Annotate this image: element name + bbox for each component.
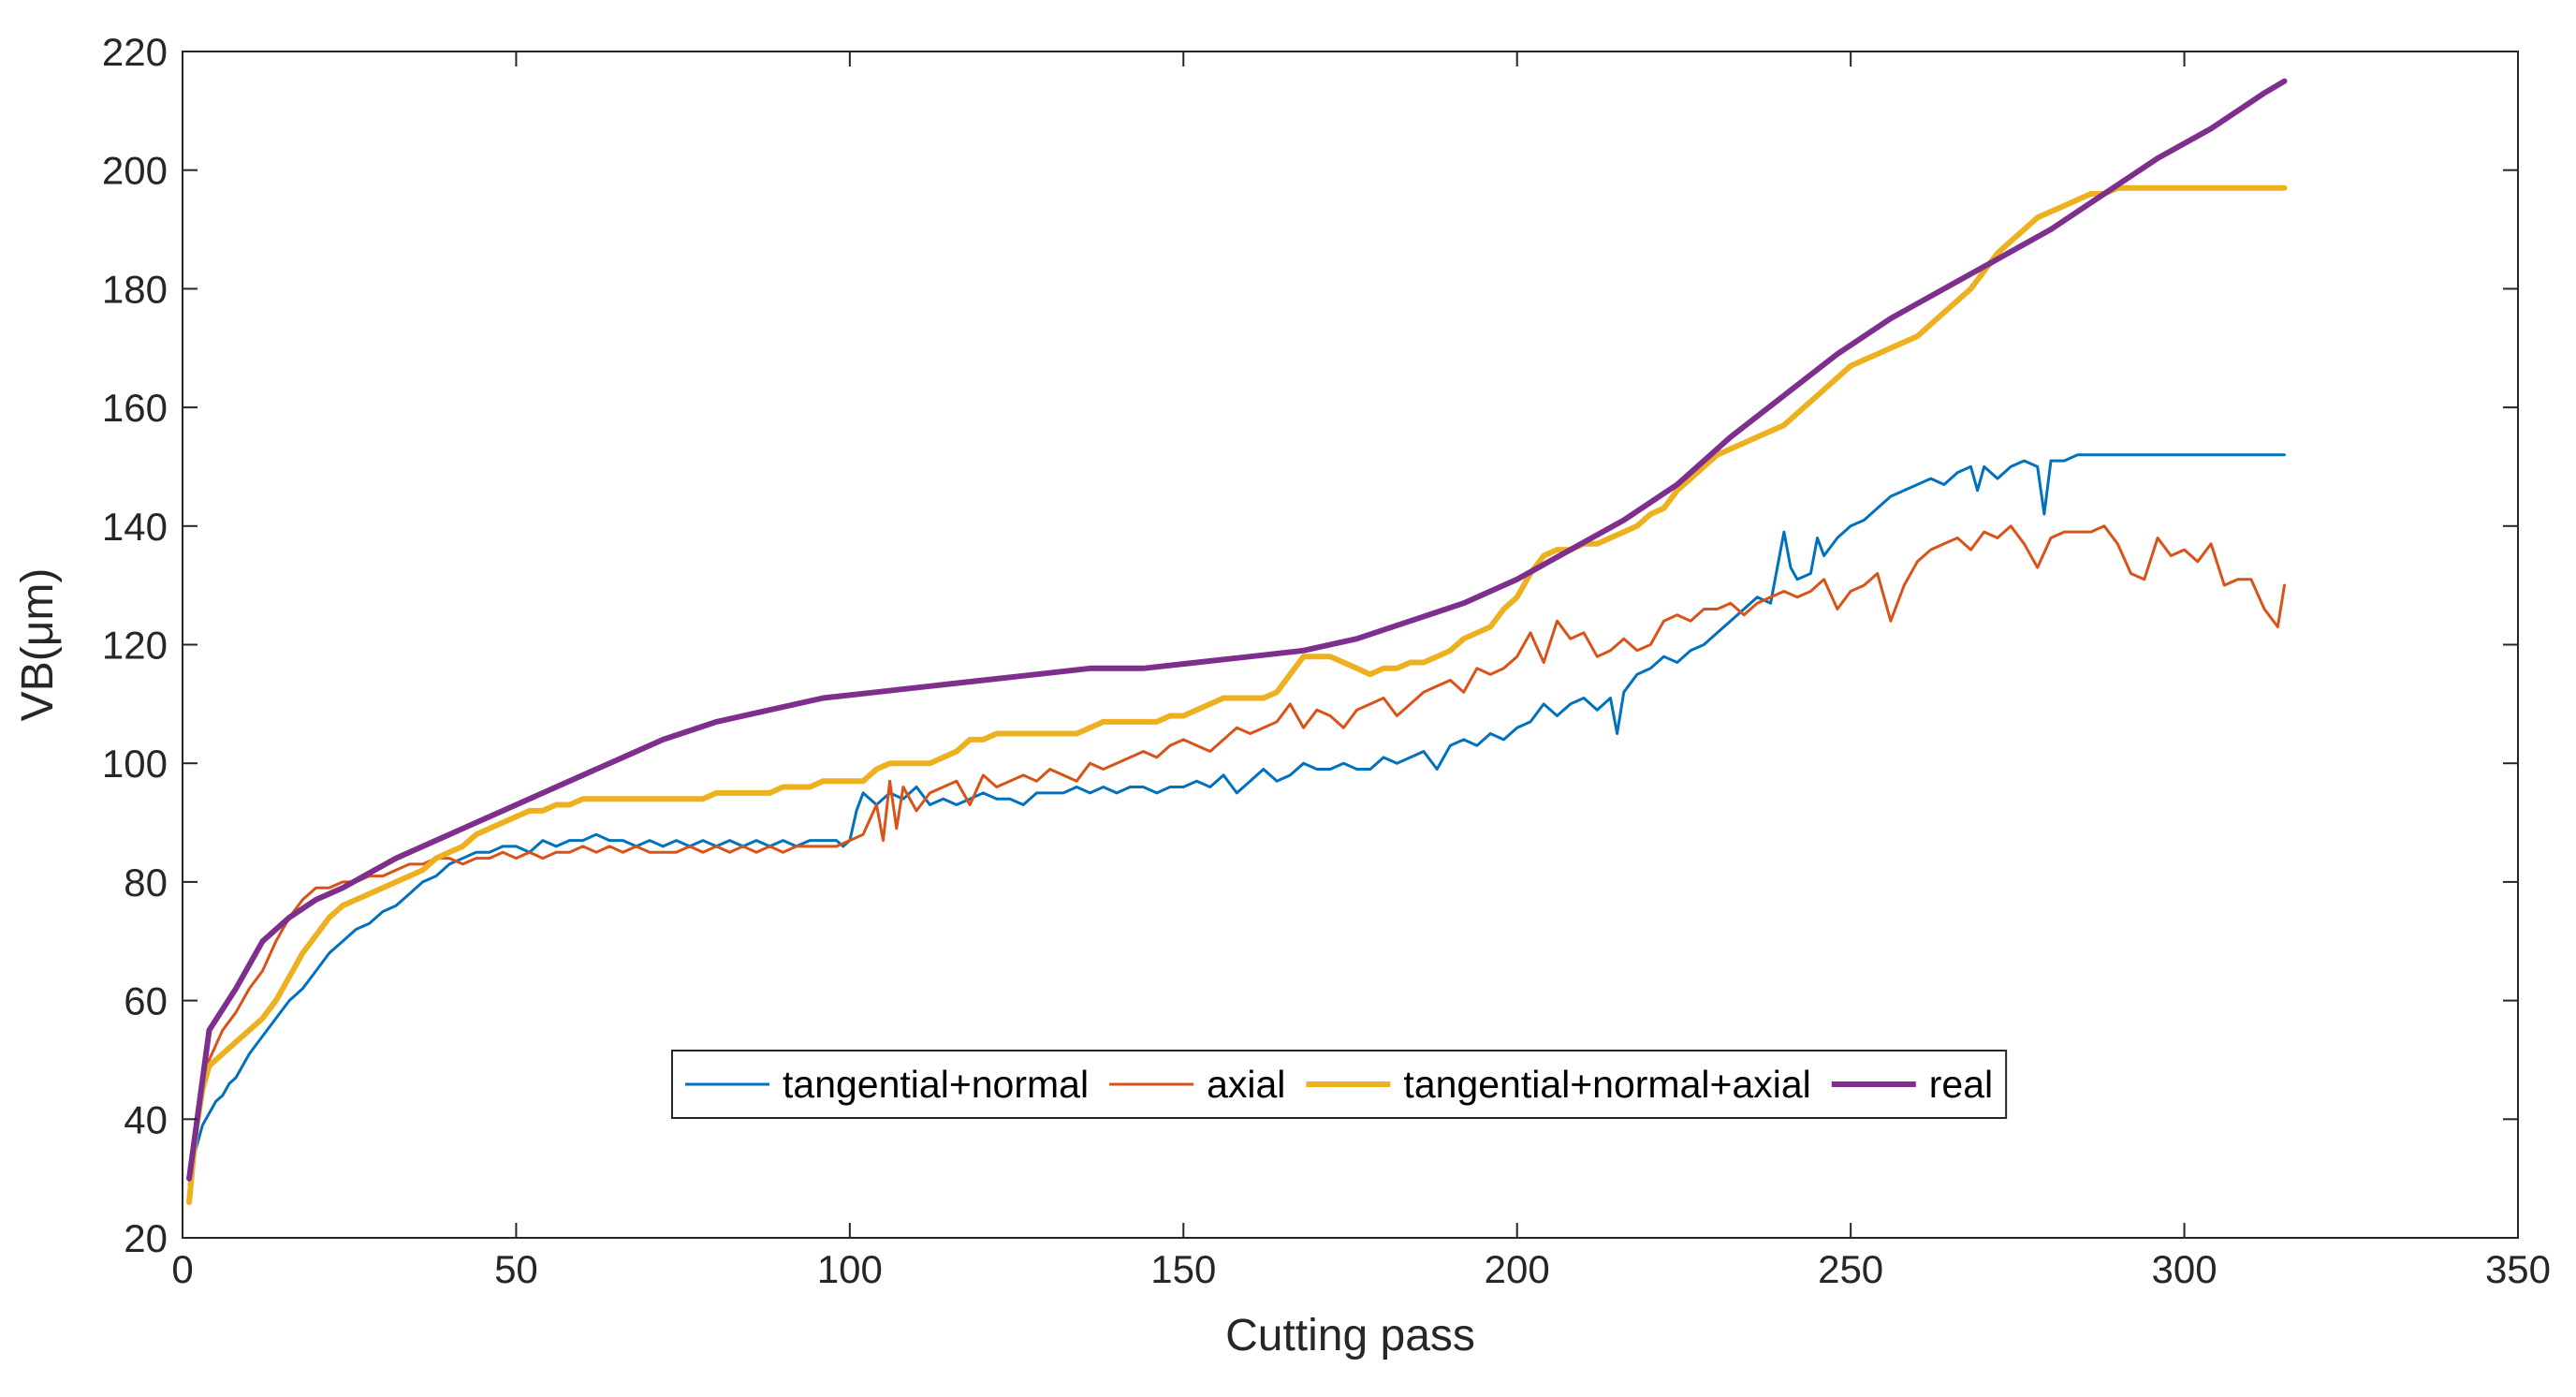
x-tick-label: 100 (817, 1247, 883, 1291)
legend-item: tangential+normal (685, 1063, 1089, 1106)
legend-item: real (1831, 1063, 1993, 1106)
x-tick-label: 150 (1150, 1247, 1216, 1291)
legend-item: tangential+normal+axial (1306, 1063, 1811, 1106)
y-tick-label: 200 (102, 149, 168, 193)
y-tick-label: 20 (124, 1216, 168, 1260)
plot-area (183, 51, 2518, 1238)
y-tick-label: 220 (102, 30, 168, 74)
series-layer (186, 78, 2288, 1205)
y-tick-label: 40 (124, 1097, 168, 1141)
x-tick-label: 250 (1818, 1247, 1883, 1291)
y-tick-label: 80 (124, 860, 168, 904)
series-line-real (186, 78, 2288, 1182)
x-axis-label: Cutting pass (1225, 1311, 1475, 1360)
series-line-tangential-normal-axial (186, 184, 2288, 1205)
legend-item: axial (1109, 1063, 1285, 1106)
x-tick-label: 200 (1485, 1247, 1550, 1291)
x-tick-label: 350 (2485, 1247, 2551, 1291)
y-axis-ticks: 20 40 60 80 100 120 140 160 180 200 220 (102, 30, 2518, 1260)
y-tick-label: 160 (102, 386, 168, 430)
legend: tangential+normal axial tangential+normal+… (671, 1050, 2008, 1119)
y-tick-label: 100 (102, 742, 168, 786)
x-tick-label: 300 (2152, 1247, 2217, 1291)
x-axis-ticks: 0 50 100 150 200 250 300 350 (171, 51, 2551, 1291)
x-tick-label: 0 (171, 1247, 193, 1291)
series-line-axial (187, 524, 2286, 1198)
y-tick-label: 180 (102, 267, 168, 311)
series-line-tangential-normal (187, 453, 2286, 1186)
legend-label: real (1929, 1063, 1993, 1106)
y-tick-label: 140 (102, 505, 168, 549)
y-tick-label: 120 (102, 624, 168, 668)
x-tick-label: 50 (494, 1247, 538, 1291)
legend-label: tangential+normal+axial (1403, 1063, 1810, 1106)
y-tick-label: 60 (124, 979, 168, 1023)
legend-label: tangential+normal (783, 1063, 1089, 1106)
y-axis-label: VB(μm) (13, 568, 63, 722)
legend-label: axial (1207, 1063, 1285, 1106)
